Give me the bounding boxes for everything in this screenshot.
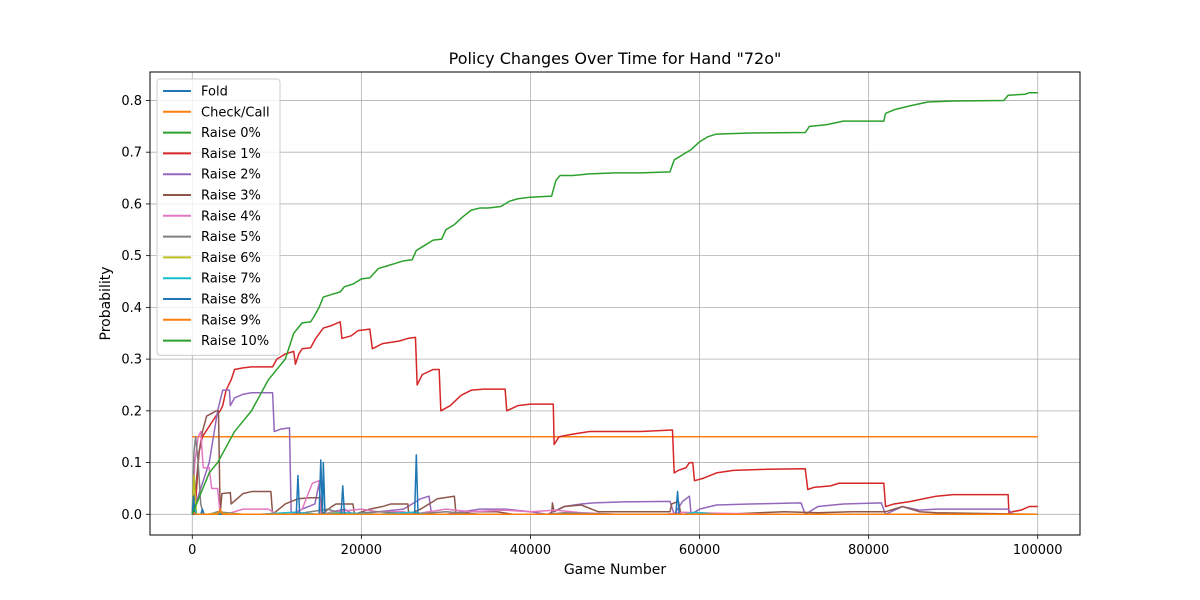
legend-label-raise-1: Raise 1% [201,147,261,162]
legend-label-raise-5: Raise 5% [201,230,261,245]
y-tick-label: 0.5 [121,249,142,264]
legend: Fold Check/Call Raise 0% Raise 1% Raise 2% Ra… [156,78,281,356]
series-line-raise-3 [191,410,1038,516]
plot-frame [149,71,1081,536]
legend-label-raise-8: Raise 8% [201,293,261,308]
x-tick-label: 40000 [510,543,551,558]
grid [150,72,1080,535]
legend-label-raise-3: Raise 3% [201,189,261,204]
x-tick-label: 100000 [1013,543,1063,558]
y-axis-label: Probability [98,266,114,340]
x-axis-label: Game Number [564,562,667,578]
legend-label-raise-0: Raise 0% [201,126,261,141]
y-tick-label: 0.0 [121,508,142,523]
series-line-raise-10 [191,91,1038,515]
legend-label-raise-9: Raise 9% [201,313,261,328]
y-tick-label: 0.2 [121,404,142,419]
legend-label-raise-6: Raise 6% [201,251,261,266]
series-layer [191,91,1038,516]
x-tick-label: 60000 [679,543,720,558]
legend-box [156,78,281,356]
y-tick-label: 0.1 [121,456,142,471]
y-tick-label: 0.8 [121,94,142,109]
legend-label-raise-7: Raise 7% [201,272,261,287]
legend-label-raise-10: Raise 10% [201,334,269,349]
chart-title: Policy Changes Over Time for Hand "72o" [449,49,782,68]
y-tick-label: 0.7 [121,146,142,161]
series-line-raise-1 [192,321,1038,516]
x-tick-label: 0 [188,543,196,558]
legend-label-fold: Fold [201,85,228,100]
series-line-raise-2 [191,389,1038,516]
legend-label-check-call: Check/Call [201,105,270,120]
y-tick-label: 0.4 [121,301,142,316]
x-axis-ticks: 0 20000 40000 60000 80000 100000 [188,535,1063,558]
y-tick-label: 0.6 [121,197,142,212]
x-tick-label: 20000 [341,543,382,558]
x-tick-label: 80000 [848,543,889,558]
y-axis-ticks: 0.0 0.1 0.2 0.3 0.4 0.5 0.6 0.7 0.8 [121,94,150,523]
legend-label-raise-2: Raise 2% [201,168,261,183]
y-tick-label: 0.3 [121,353,142,368]
legend-label-raise-4: Raise 4% [201,209,261,224]
